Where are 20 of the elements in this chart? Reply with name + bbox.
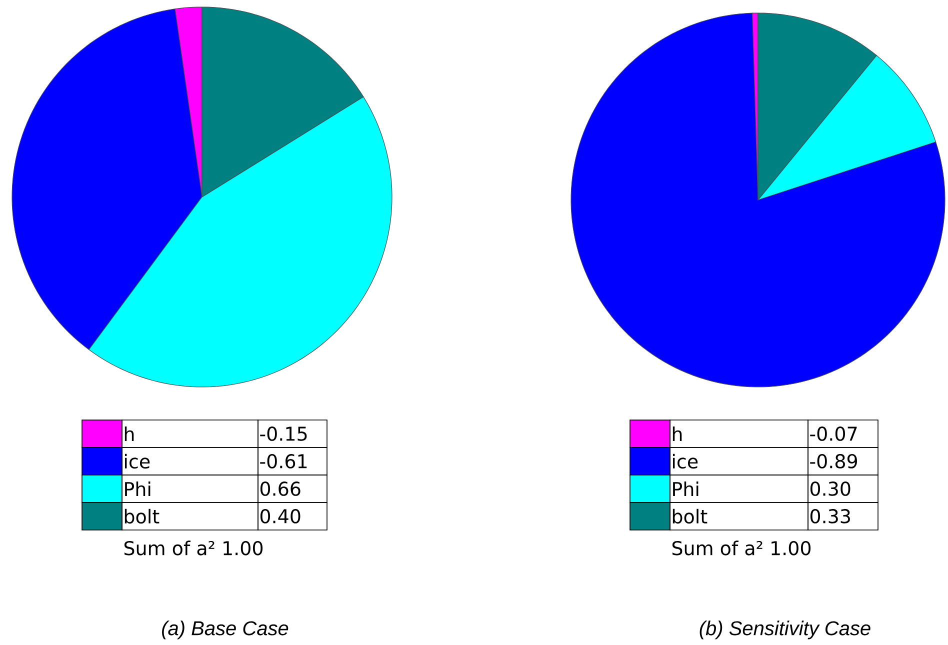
text: -0.15 [260,426,307,441]
legend-label: h [124,426,134,441]
text: 0.40 [260,509,300,524]
text: 0.33 [810,509,850,524]
text: -0.61 [260,454,307,468]
text: (a) Base Case [162,620,288,640]
legend-label: ice [672,454,698,469]
legend-label: Phi [125,482,150,496]
text: Sum of a² 1.00 [672,540,811,556]
text: 0.66 [260,482,300,496]
legend-label: Phi [673,482,698,496]
legend-label: bolt [672,508,708,524]
legend-label: ice [124,454,150,469]
text: Sum of a² 1.00 [124,540,263,556]
legend-label: bolt [124,508,160,524]
text: -0.89 [810,454,858,468]
text: (b) Sensitivity Case [700,620,870,640]
text: 0.30 [810,482,850,496]
legend-label: h [672,426,682,441]
text: -0.07 [810,426,857,441]
